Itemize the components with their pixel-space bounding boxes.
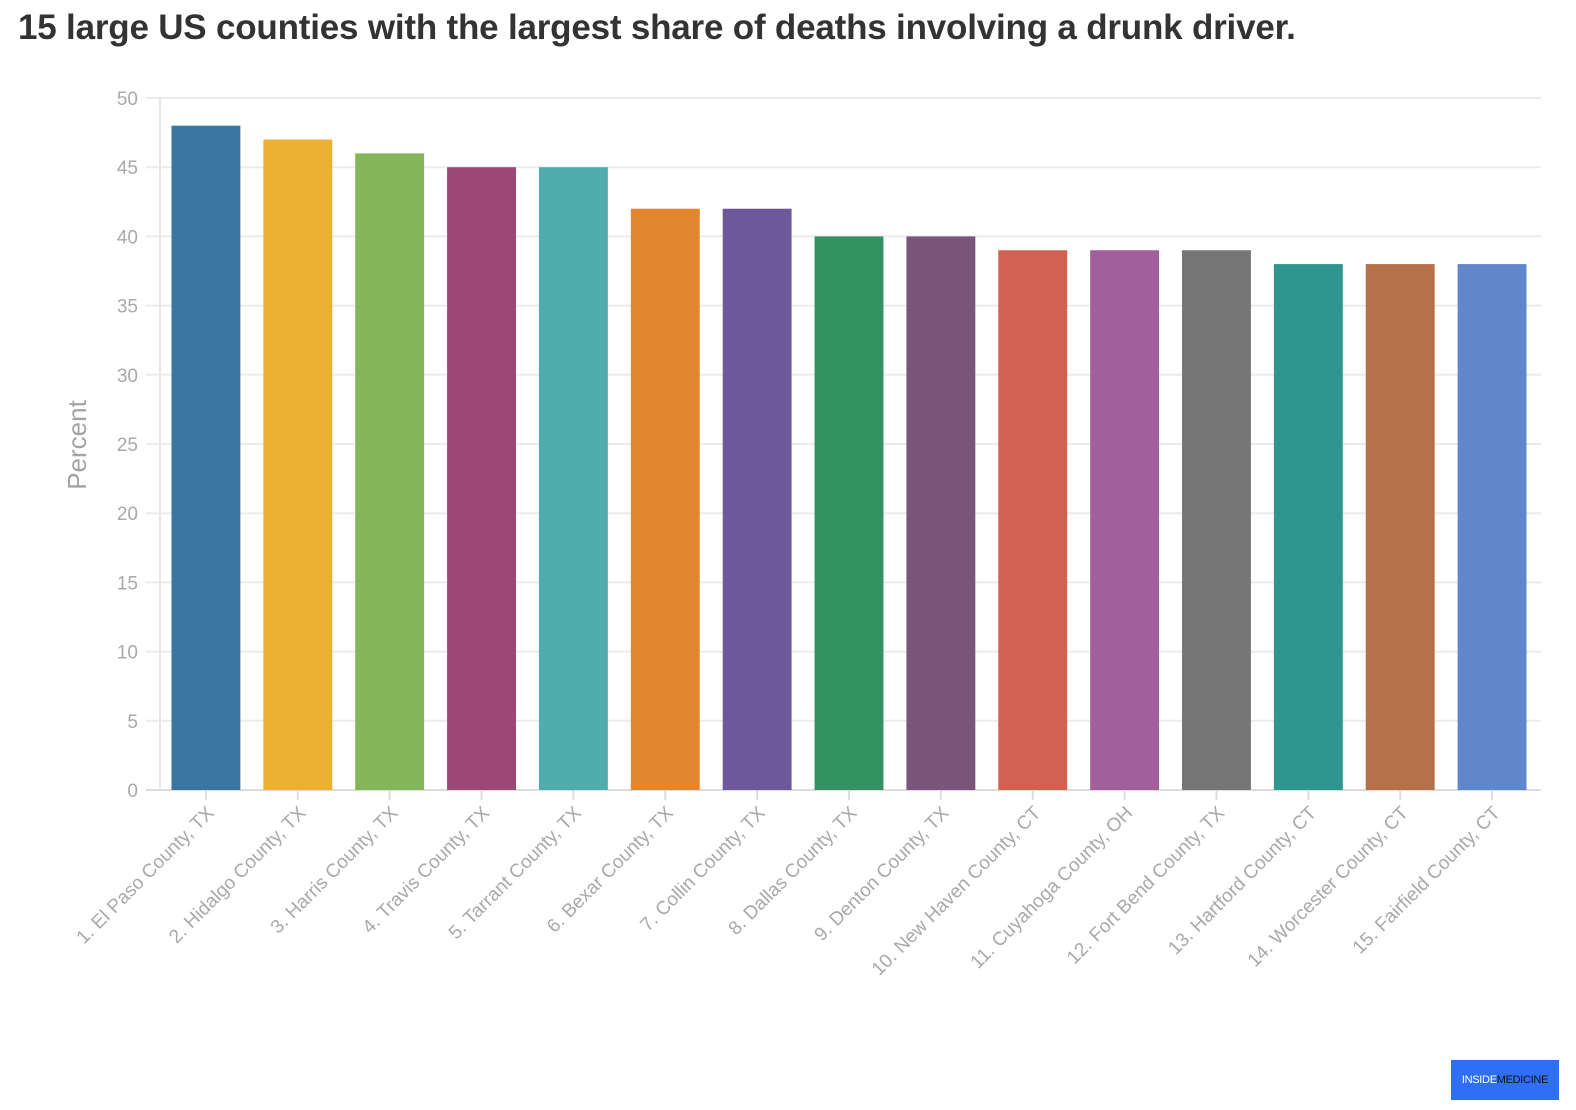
brand-logo-part1: INSIDE	[1461, 1074, 1497, 1086]
y-tick-label: 20	[117, 504, 138, 525]
y-tick-label: 5	[127, 712, 138, 733]
x-tick-label: 12. Fort Bend County, TX	[1063, 802, 1229, 968]
bar	[1273, 264, 1343, 791]
y-tick-label: 15	[117, 573, 138, 594]
bar	[355, 153, 425, 791]
bar	[1365, 264, 1435, 791]
x-tick-label: 14. Worcester County, CT	[1244, 802, 1413, 971]
bar	[263, 139, 333, 790]
y-tick-label: 45	[117, 158, 138, 179]
bar	[171, 125, 241, 791]
y-tick-label: 30	[117, 366, 138, 387]
bar	[814, 236, 884, 790]
bar	[447, 167, 516, 790]
x-tick-label: 15. Fairfield County, CT	[1349, 802, 1505, 958]
y-tick-label: 10	[117, 643, 138, 664]
bar	[538, 167, 608, 790]
bar	[998, 250, 1068, 791]
brand-logo-part2: MEDICINE	[1496, 1074, 1549, 1086]
bar	[1182, 250, 1251, 791]
x-tick-label: 10. New Haven County, CT	[868, 802, 1046, 980]
brand-logo: INSIDE MEDICINE	[1451, 1060, 1559, 1100]
y-tick-label: 0	[127, 781, 138, 802]
bars	[171, 125, 1527, 791]
x-tick-label: 13. Hartford County, CT	[1164, 802, 1321, 959]
x-axis-ticks: 1. El Paso County, TX2. Hidalgo County, …	[73, 790, 1505, 980]
y-tick-label: 25	[117, 435, 138, 456]
y-axis-ticks: 0 5 10 15 20 25 30 35 40 45 50	[117, 89, 138, 802]
bar	[1090, 250, 1160, 791]
y-tick-label: 40	[117, 227, 138, 248]
bar	[722, 208, 792, 791]
y-axis-title: Percent	[62, 399, 92, 489]
bar	[1457, 264, 1527, 791]
x-tick-label: 11. Cuyahoga County, OH	[967, 803, 1137, 973]
bar	[630, 208, 700, 791]
y-tick-label: 35	[117, 297, 138, 318]
bar	[906, 236, 976, 790]
y-tick-label: 50	[117, 89, 138, 110]
chart-title: 15 large US counties with the largest sh…	[18, 8, 1296, 47]
